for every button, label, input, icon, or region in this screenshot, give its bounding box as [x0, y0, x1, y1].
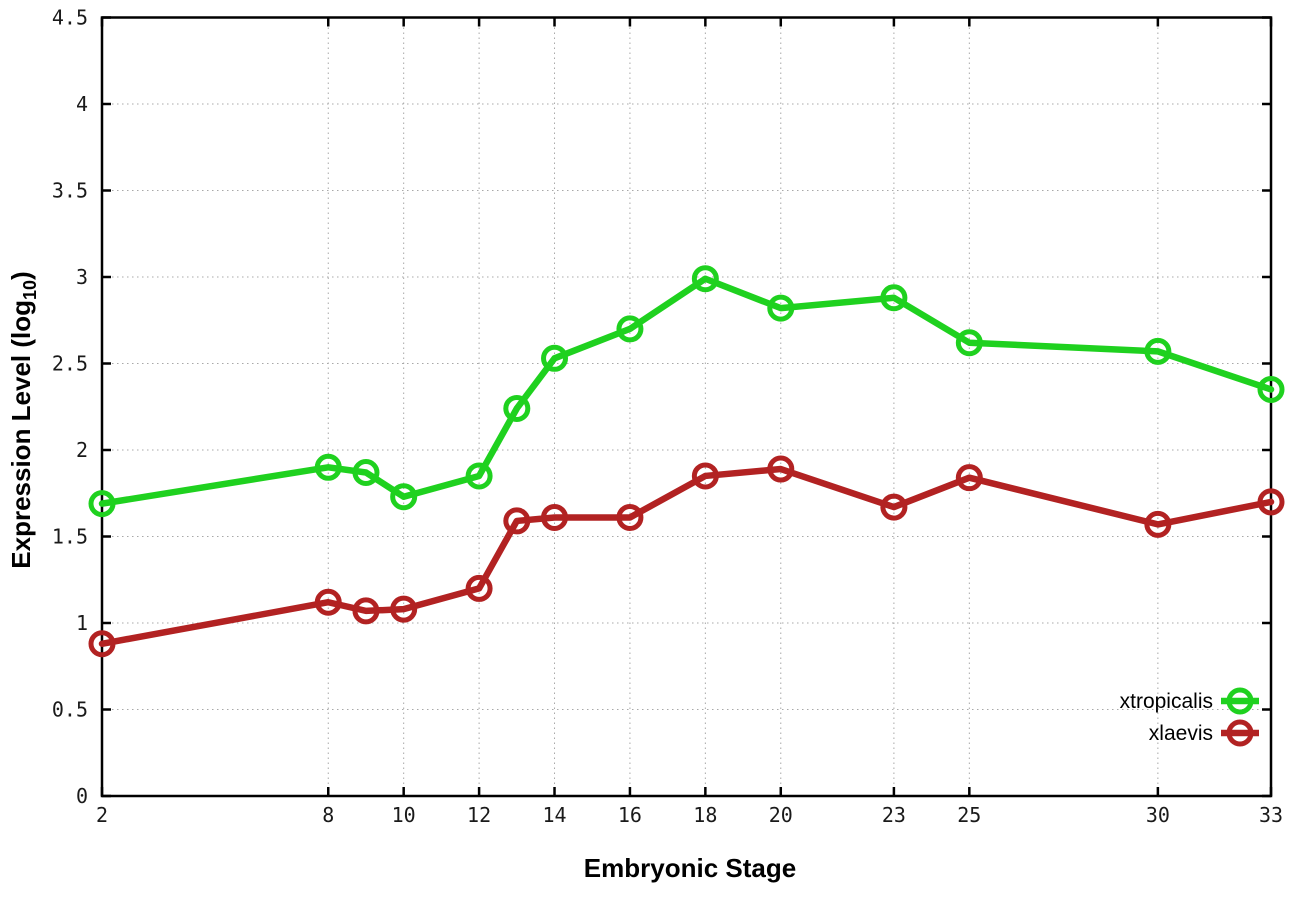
series-xtropicalis-point	[541, 344, 569, 372]
x-tick-label: 25	[957, 803, 981, 827]
series-xlaevis-point	[955, 464, 983, 492]
series-xtropicalis-point	[390, 483, 418, 511]
y-tick-label: 0	[76, 784, 88, 808]
series-xtropicalis-line	[98, 275, 1275, 507]
series-xlaevis-point	[390, 595, 418, 623]
axis-layer: 0 0.5 1 1.5 2 2.5 3 3.5 4 4.5 2 8 10 12 14 16 18 20 23 25 30…	[52, 6, 1283, 828]
x-tick-label: 2	[96, 803, 108, 827]
plot-border	[100, 16, 1273, 798]
y-tick-label: 2.5	[52, 352, 88, 376]
y-tick-label: 0.5	[52, 698, 88, 722]
series-xlaevis-point	[88, 630, 116, 658]
series-xlaevis-point	[1257, 488, 1285, 516]
series-xtropicalis-point	[616, 315, 644, 343]
series-xlaevis-point	[767, 455, 795, 483]
y-tick-label: 3.5	[52, 179, 88, 203]
series-xlaevis-point	[541, 503, 569, 531]
x-tick-label: 14	[542, 803, 566, 827]
x-tick-label: 18	[693, 803, 717, 827]
series-xlaevis-line	[98, 465, 1275, 648]
series-xtropicalis-point	[503, 394, 531, 422]
x-tick-label: 30	[1146, 803, 1170, 827]
y-tick-label: 3	[76, 265, 88, 289]
series-xtropicalis-point	[767, 294, 795, 322]
y-tick-label: 1.5	[52, 525, 88, 549]
series-xtropicalis-point	[1257, 375, 1285, 403]
series-xtropicalis-point	[352, 458, 380, 486]
series-xlaevis-point	[465, 574, 493, 602]
series-xtropicalis-point	[880, 284, 908, 312]
series-xlaevis-point	[880, 493, 908, 521]
y-tick-label: 4	[76, 92, 88, 116]
series-xlaevis-point	[503, 507, 531, 535]
series-xlaevis-point	[1144, 510, 1172, 538]
x-axis-title: Embryonic Stage	[584, 853, 796, 883]
x-tick-label: 20	[769, 803, 793, 827]
series-xlaevis-point	[352, 597, 380, 625]
x-tick-label: 33	[1259, 803, 1283, 827]
series-xlaevis-point	[616, 503, 644, 531]
grid-layer	[102, 17, 1272, 796]
series-xlaevis-point	[691, 462, 719, 490]
series-xtropicalis-point	[691, 265, 719, 293]
x-tick-label: 10	[392, 803, 416, 827]
y-axis-title: Expression Level (log10)	[6, 271, 40, 568]
series-xtropicalis-point	[955, 329, 983, 357]
series-xtropicalis-point	[88, 490, 116, 518]
series-xlaevis-point	[314, 588, 342, 616]
y-tick-label: 2	[76, 438, 88, 462]
y-tick-label: 1	[76, 611, 88, 635]
series-layer	[88, 265, 1285, 658]
series-xtropicalis-point	[314, 453, 342, 481]
legend-label-xlaevis: xlaevis	[1149, 722, 1213, 745]
x-tick-label: 23	[882, 803, 906, 827]
legend-sample-marker-xlaevis	[1226, 719, 1254, 747]
x-tick-label: 16	[618, 803, 642, 827]
y-tick-label: 4.5	[52, 6, 88, 30]
series-xtropicalis-point	[465, 462, 493, 490]
series-xtropicalis-point	[1144, 337, 1172, 365]
x-tick-label: 12	[467, 803, 491, 827]
legend-label-xtropicalis: xtropicalis	[1120, 690, 1213, 713]
legend-sample-marker-xtropicalis	[1226, 687, 1254, 715]
legend-layer: xtropicalis xlaevis	[1120, 687, 1259, 747]
x-tick-label: 8	[322, 803, 334, 827]
